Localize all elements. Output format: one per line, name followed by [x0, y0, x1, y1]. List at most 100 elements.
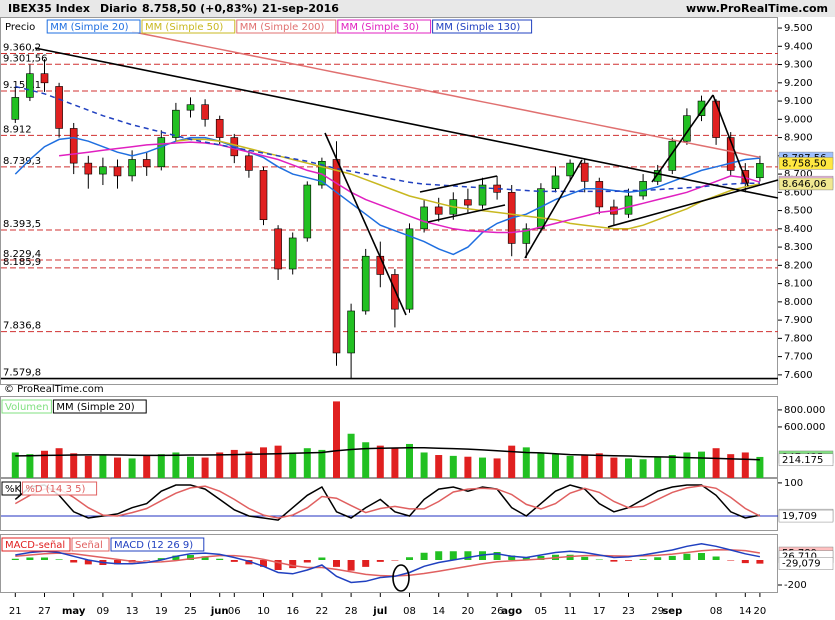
bar	[595, 453, 603, 478]
bar	[157, 558, 165, 560]
legend-box	[1, 399, 52, 414]
x-tick-label: 17	[593, 606, 606, 617]
level-label: 8.912	[3, 124, 32, 135]
header-bar	[0, 0, 835, 17]
bar	[508, 555, 516, 560]
bar	[756, 560, 764, 564]
candle-body	[653, 170, 662, 182]
candle-body	[639, 181, 647, 197]
bar	[187, 456, 194, 478]
bar	[406, 443, 413, 478]
bar	[376, 445, 384, 478]
y-tick-label: 100	[784, 478, 803, 489]
bar	[493, 458, 501, 478]
value-tag-label: 19,709	[782, 511, 817, 522]
stoch-frame	[0, 478, 778, 531]
y-tick-label: 7.900	[784, 315, 813, 326]
bar	[566, 455, 574, 478]
legend-box	[1, 481, 21, 496]
volume-frame	[0, 396, 778, 478]
legend-box	[1, 537, 71, 552]
x-tick-label: sep	[662, 606, 682, 617]
level-label: 8.185,9	[3, 257, 41, 268]
x-tick-label: 09	[97, 606, 110, 617]
legend-entry: Señal	[75, 540, 103, 551]
x-tick-label: 13	[126, 606, 139, 617]
bar	[114, 560, 121, 565]
legend-box	[1, 19, 46, 34]
candle-body	[434, 206, 443, 215]
panel-frames	[0, 17, 778, 593]
level-label: 7.579,8	[3, 368, 41, 379]
bar	[84, 560, 92, 565]
bar	[289, 560, 297, 569]
bar	[727, 454, 735, 478]
bar	[420, 452, 428, 478]
level-label: 8.393,5	[3, 219, 41, 230]
x-tick-label: 29	[651, 606, 664, 617]
bar	[70, 453, 78, 478]
x-tick-label: 27	[38, 606, 51, 617]
candle-body	[11, 97, 20, 120]
legend-entry: Volumen	[5, 402, 49, 413]
series-line	[14, 484, 761, 521]
bar	[537, 452, 545, 478]
y-tick-label: 8.100	[784, 279, 813, 290]
bar	[391, 560, 399, 561]
bar	[128, 458, 136, 478]
trend-line	[324, 132, 407, 316]
candle-body	[478, 184, 487, 206]
x-tick-label: 26	[491, 606, 504, 617]
bar	[625, 560, 632, 561]
x-tick-label: may	[62, 606, 86, 617]
value-tag-label: 214.175	[782, 455, 823, 466]
highlight-circle	[392, 564, 410, 592]
bar	[610, 457, 618, 478]
bar	[376, 560, 384, 562]
bar	[449, 455, 457, 478]
candle-body	[113, 166, 122, 177]
legend-box	[236, 19, 337, 34]
bar	[55, 448, 63, 478]
source: www.ProRealTime.com	[686, 2, 828, 15]
y-tick-label: 9.000	[784, 114, 813, 125]
y-tick-label: 8.400	[784, 224, 813, 235]
bar	[464, 551, 472, 560]
bar	[70, 560, 78, 563]
macd-frame	[0, 534, 778, 593]
level-label: 7.836,8	[3, 321, 41, 332]
candle-body	[420, 206, 428, 230]
bar	[406, 557, 413, 560]
bar	[289, 452, 297, 478]
bar	[420, 552, 428, 560]
candle-body	[551, 175, 560, 189]
candle-body	[624, 195, 633, 215]
candle-body	[288, 237, 297, 270]
bar	[274, 560, 282, 570]
trend-line	[607, 179, 779, 228]
x-tick-label: 14	[739, 606, 752, 617]
series-line	[14, 485, 761, 519]
bar	[727, 560, 735, 561]
value-tag	[778, 509, 834, 523]
candle-body	[522, 228, 531, 244]
candle-body	[245, 155, 253, 171]
series-line	[175, 138, 761, 230]
bar	[522, 557, 530, 560]
candle-body	[274, 228, 282, 270]
bar	[639, 559, 647, 560]
bar	[712, 448, 720, 478]
legend-entry: MM (Simple 130)	[436, 22, 521, 33]
candle-body	[595, 181, 604, 208]
legend-box	[71, 537, 110, 552]
bar	[347, 433, 355, 478]
bar	[201, 457, 209, 478]
bar	[464, 456, 472, 478]
bar	[11, 558, 19, 560]
bar	[625, 458, 632, 478]
trend-line	[427, 204, 506, 223]
candle-body	[566, 162, 574, 177]
bar	[435, 551, 443, 560]
y-tick-label: 8.000	[784, 297, 813, 308]
copyright: © ProRealTime.com	[4, 384, 104, 395]
